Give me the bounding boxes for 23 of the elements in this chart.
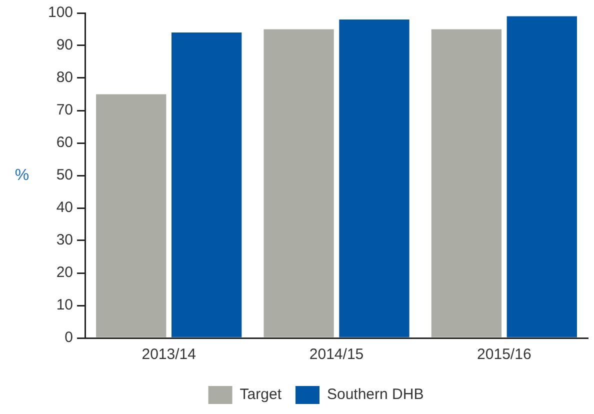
y-tick-label: 60 bbox=[56, 134, 74, 152]
x-tick-label: 2014/15 bbox=[309, 346, 364, 364]
bar bbox=[506, 16, 577, 338]
bar bbox=[431, 29, 502, 338]
bar bbox=[96, 94, 166, 338]
y-tick-label: 10 bbox=[56, 296, 74, 314]
y-tick-label: 90 bbox=[56, 36, 74, 54]
legend-label: Southern DHB bbox=[326, 386, 424, 404]
bar bbox=[264, 29, 334, 338]
y-tick-label: 20 bbox=[56, 264, 74, 282]
y-tick-label: 40 bbox=[56, 199, 74, 216]
bar bbox=[171, 32, 242, 338]
y-tick-label: 30 bbox=[56, 232, 74, 249]
y-tick-label: 70 bbox=[56, 102, 74, 119]
x-tick-label: 2013/14 bbox=[142, 346, 196, 364]
y-tick-label: 0 bbox=[64, 329, 74, 346]
y-tick-label: 50 bbox=[56, 166, 74, 184]
y-tick-label: 80 bbox=[56, 69, 74, 86]
legend-label: Target bbox=[240, 386, 282, 404]
bar bbox=[339, 20, 410, 338]
y-axis-title: % bbox=[14, 166, 30, 184]
y-tick-label: 100 bbox=[48, 4, 74, 22]
x-tick-label: 2015/16 bbox=[477, 346, 532, 364]
